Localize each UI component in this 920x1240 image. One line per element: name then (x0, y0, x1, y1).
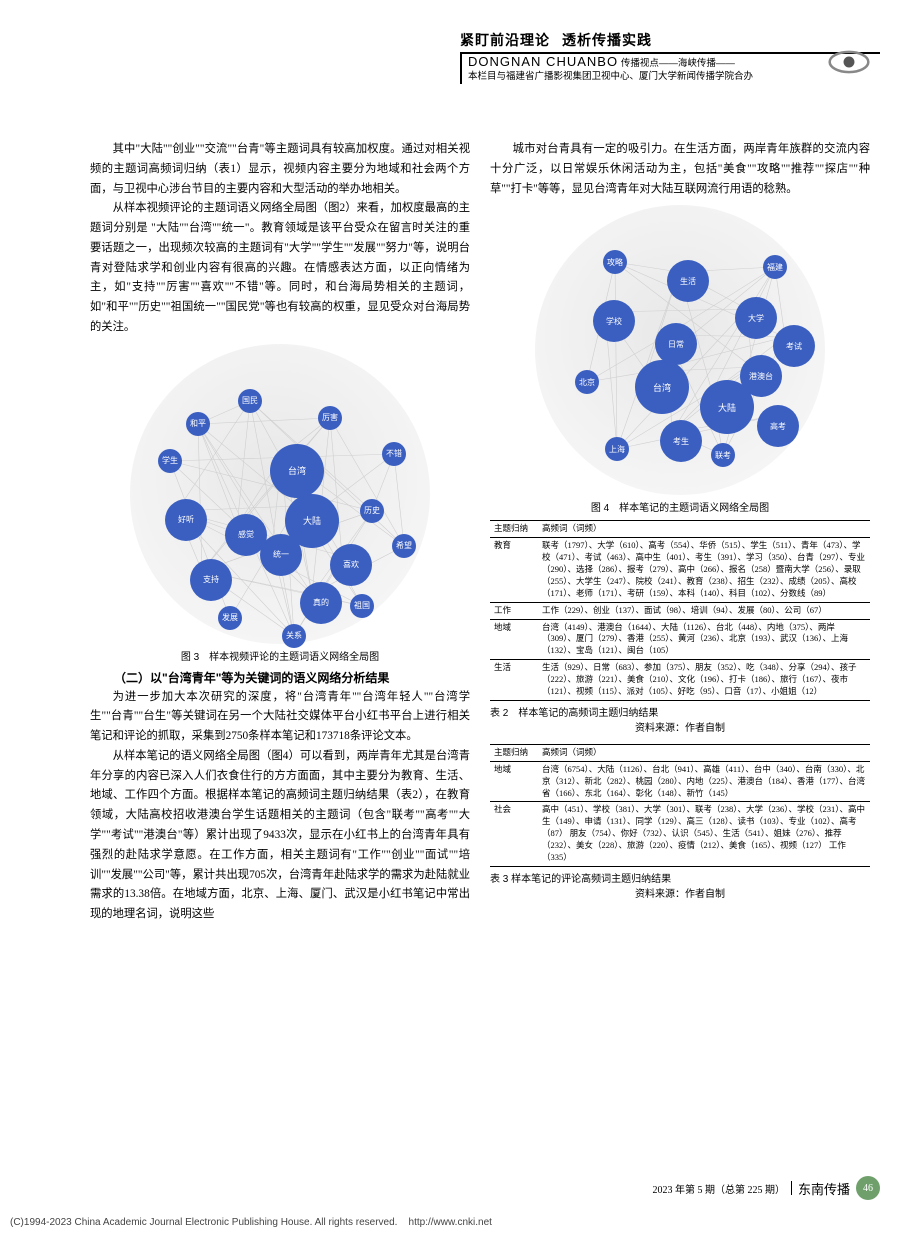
network-node: 关系 (282, 624, 306, 648)
table-3: 主题归纳高频词（词频）地域台湾（6754）、大陆（1126）、台北（941）、高… (490, 744, 870, 867)
table-row: 教育联考（1797）、大学（610）、高考（554）、华侨（515）、学生（51… (490, 538, 870, 602)
table-2: 主题归纳高频词（词频）教育联考（1797）、大学（610）、高考（554）、华侨… (490, 520, 870, 701)
table-cell: 联考（1797）、大学（610）、高考（554）、华侨（515）、学生（511）… (538, 538, 870, 602)
table-cell: 社会 (490, 802, 538, 866)
page-header: 紧盯前沿理论透析传播实践 DONGNAN CHUANBO 传播视点——海峡传播—… (460, 30, 880, 84)
network-node: 支持 (190, 559, 232, 601)
semantic-network-4: 台湾大陆港澳台日常大学生活学校考试高考考生北京上海联考福建攻略 (535, 205, 825, 495)
host-line: 本栏目与福建省广播影视集团卫视中心、厦门大学新闻传播学院合办 (468, 70, 880, 83)
table-row: 地域台湾（6754）、大陆（1126）、台北（941）、高雄（411）、台中（3… (490, 761, 870, 802)
network-node: 学生 (158, 449, 182, 473)
network-node: 发展 (218, 606, 242, 630)
network-node: 生活 (667, 260, 709, 302)
network-node: 港澳台 (740, 355, 782, 397)
table-3-credit: 资料来源：作者自制 (490, 885, 870, 900)
left-p3: 为进一步加大本次研究的深度，将"台湾青年""台湾年轻人""台湾学生""台青""台… (90, 688, 470, 747)
network-node: 大学 (735, 297, 777, 339)
table-cell: 地域 (490, 619, 538, 660)
cnki-copyright: (C)1994-2023 China Academic Journal Elec… (10, 1217, 397, 1228)
figure-3-caption: 图 3 样本视频评论的主题词语义网络全局图 (90, 648, 470, 663)
network-node: 厉害 (318, 406, 342, 430)
subsection-2-heading: （二）以"台湾青年"等为关键词的语义网络分析结果 (90, 669, 470, 686)
network-node: 真的 (300, 582, 342, 624)
network-node: 台湾 (635, 360, 689, 414)
cnki-footer: (C)1994-2023 China Academic Journal Elec… (10, 1217, 492, 1228)
table-header-cell: 主题归纳 (490, 744, 538, 761)
journal-logo-icon (828, 48, 870, 76)
page-number-badge: 46 (856, 1176, 880, 1200)
network-node: 高考 (757, 405, 799, 447)
network-node: 好听 (165, 499, 207, 541)
table-cell: 台湾（6754）、大陆（1126）、台北（941）、高雄（411）、台中（340… (538, 761, 870, 802)
slogan-a: 紧盯前沿理论 (460, 32, 550, 48)
table-row: 地域台湾（4149）、港澳台（1644）、大陆（1126）、台北（448）、内地… (490, 619, 870, 660)
network-node: 和平 (186, 412, 210, 436)
table-cell: 教育 (490, 538, 538, 602)
table-row: 工作工作（229）、创业（137）、面试（98）、培训（94）、发展（80）、公… (490, 602, 870, 619)
table-header-cell: 高频词（词频） (538, 744, 870, 761)
cnki-url: http://www.cnki.net (409, 1217, 492, 1228)
network-node: 历史 (360, 499, 384, 523)
table-2-credit: 资料来源：作者自制 (490, 719, 870, 734)
network-node: 考生 (660, 420, 702, 462)
figure-4-caption: 图 4 样本笔记的主题词语义网络全局图 (490, 499, 870, 514)
right-p1: 城市对台青具有一定的吸引力。在生活方面，两岸青年族群的交流内容十分广泛，以日常娱… (490, 140, 870, 199)
figure-3: 台湾大陆统一喜欢真的好听支持感觉历史祖国国民厉害不错希望关系发展学生和平 图 3… (90, 344, 470, 663)
right-column: 城市对台青具有一定的吸引力。在生活方面，两岸青年族群的交流内容十分广泛，以日常娱… (490, 140, 870, 925)
header-slogan: 紧盯前沿理论透析传播实践 (460, 30, 880, 50)
left-p4: 从样本笔记的语义网络全局图（图4）可以看到，两岸青年尤其是台湾青年分享的内容已深… (90, 747, 470, 925)
table-cell: 台湾（4149）、港澳台（1644）、大陆（1126）、台北（448）、内地（3… (538, 619, 870, 660)
table-header-cell: 主题归纳 (490, 521, 538, 538)
table-cell: 生活（929）、日常（683）、参加（375）、朋友（352）、吃（348）、分… (538, 660, 870, 701)
network-node: 国民 (238, 389, 262, 413)
figure-4: 台湾大陆港澳台日常大学生活学校考试高考考生北京上海联考福建攻略 图 4 样本笔记… (490, 205, 870, 514)
network-node: 祖国 (350, 594, 374, 618)
left-p1: 其中"大陆""创业""交流""台青"等主题词具有较高加权度。通过对相关视频的主题… (90, 140, 470, 199)
table-2-caption: 表 2 样本笔记的高频词主题归纳结果 (490, 704, 870, 719)
network-node: 感觉 (225, 514, 267, 556)
slogan-b: 透析传播实践 (562, 32, 652, 48)
table-cell: 生活 (490, 660, 538, 701)
table-header-cell: 高频词（词频） (538, 521, 870, 538)
network-node: 考试 (773, 325, 815, 367)
table-cell: 高中（451）、学校（381）、大学（301）、联考（238）、大学（236）、… (538, 802, 870, 866)
table-row: 社会高中（451）、学校（381）、大学（301）、联考（238）、大学（236… (490, 802, 870, 866)
issue-info: 2023 年第 5 期（总第 225 期） (652, 1181, 785, 1196)
page-body: 其中"大陆""创业""交流""台青"等主题词具有较高加权度。通过对相关视频的主题… (90, 140, 870, 925)
network-node: 不错 (382, 442, 406, 466)
table-row: 生活生活（929）、日常（683）、参加（375）、朋友（352）、吃（348）… (490, 660, 870, 701)
left-column: 其中"大陆""创业""交流""台青"等主题词具有较高加权度。通过对相关视频的主题… (90, 140, 470, 925)
table-cell: 工作（229）、创业（137）、面试（98）、培训（94）、发展（80）、公司（… (538, 602, 870, 619)
left-p2: 从样本视频评论的主题词语义网络全局图（图2）来看，加权度最高的主题词分别是 "大… (90, 199, 470, 337)
network-node: 日常 (655, 323, 697, 365)
page-footer: 2023 年第 5 期（总第 225 期） 东南传播 46 (652, 1176, 880, 1200)
semantic-network-3: 台湾大陆统一喜欢真的好听支持感觉历史祖国国民厉害不错希望关系发展学生和平 (130, 344, 430, 644)
network-node: 台湾 (270, 444, 324, 498)
table-cell: 工作 (490, 602, 538, 619)
network-node: 学校 (593, 300, 635, 342)
subtitle-line: 传播视点——海峡传播—— (621, 58, 735, 69)
header-rule: DONGNAN CHUANBO 传播视点——海峡传播—— 本栏目与福建省广播影视… (460, 52, 880, 84)
journal-latin: DONGNAN CHUANBO (468, 54, 618, 69)
table-cell: 地域 (490, 761, 538, 802)
journal-name-cn: 东南传播 (798, 1179, 850, 1198)
network-node: 希望 (392, 534, 416, 558)
network-node: 喜欢 (330, 544, 372, 586)
table-3-caption: 表 3 样本笔记的评论高频词主题归纳结果 (490, 870, 870, 885)
